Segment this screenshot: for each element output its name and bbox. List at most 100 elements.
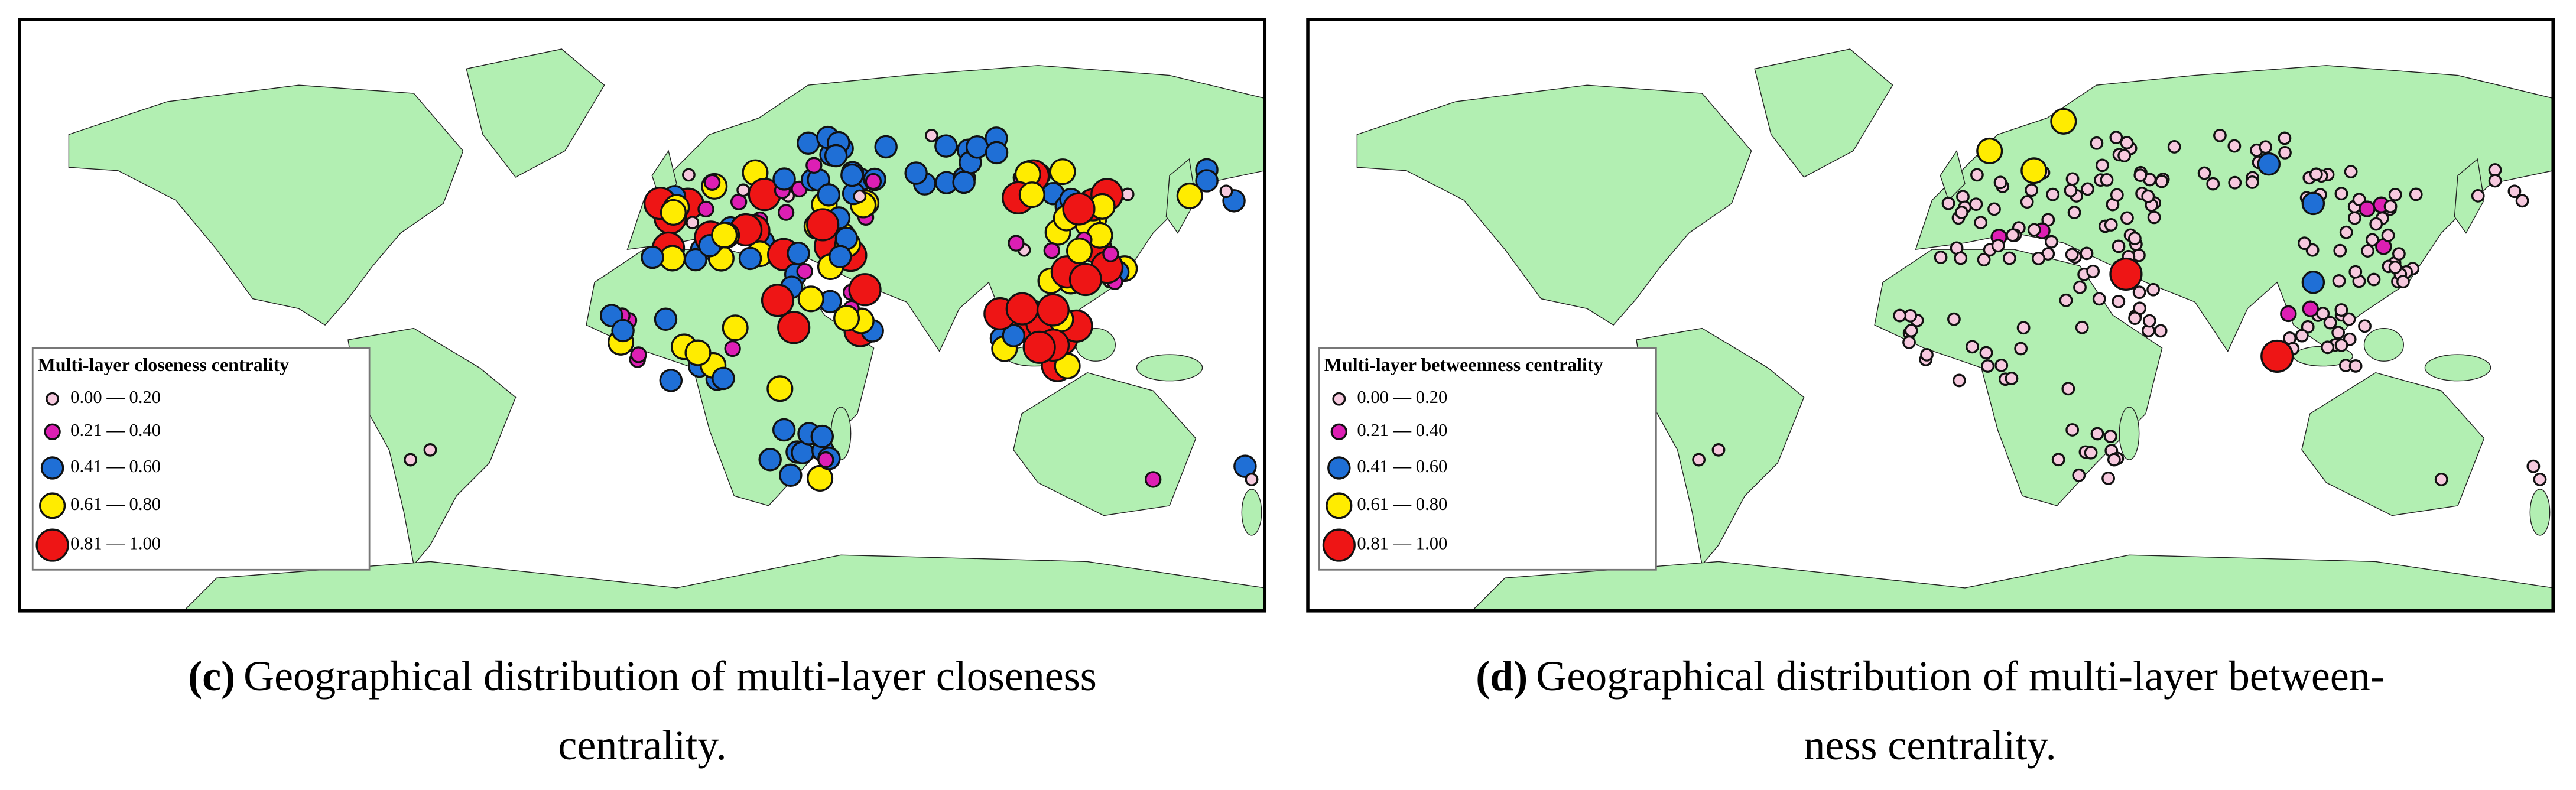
city-dot	[2302, 300, 2319, 317]
city-dot	[2388, 187, 2402, 201]
city-dot	[2471, 188, 2485, 203]
legend-label: 0.41 — 0.60	[70, 456, 161, 476]
city-dot	[758, 448, 782, 472]
city-dot	[2383, 199, 2398, 213]
city-dot	[2101, 472, 2115, 485]
city-dot	[2365, 233, 2379, 247]
city-dot	[712, 366, 735, 391]
legend-label: 0.41 — 0.60	[1357, 456, 1447, 476]
city-dot	[772, 167, 796, 191]
legend-label: 0.00 — 0.20	[70, 387, 161, 407]
city-dot	[2228, 175, 2242, 190]
city-dot	[2507, 184, 2522, 199]
city-dot	[630, 346, 647, 363]
city-dot	[2295, 329, 2309, 343]
city-dot	[787, 242, 810, 265]
city-dot	[2332, 274, 2346, 288]
legend: Multi-layer betweenness centrality 0.00 —…	[1318, 347, 1657, 571]
city-dot	[840, 163, 864, 187]
city-dot	[697, 200, 714, 218]
city-dot	[2278, 131, 2292, 145]
legend-label: 0.81 — 1.00	[1357, 534, 1447, 554]
city-dot	[2081, 182, 2094, 196]
city-dot	[2260, 339, 2294, 373]
city-dot	[1022, 330, 1056, 364]
city-dot	[865, 173, 882, 190]
city-dot	[722, 314, 749, 342]
city-dot	[2146, 282, 2160, 297]
city-dot	[779, 463, 803, 487]
city-dot	[797, 285, 824, 313]
city-dot	[2339, 225, 2353, 239]
city-dot	[848, 273, 882, 307]
city-dot	[2067, 206, 2081, 219]
city-dot	[660, 199, 687, 226]
city-dot	[2347, 211, 2361, 225]
legend-label: 0.81 — 1.00	[70, 534, 161, 554]
city-dot	[2348, 359, 2363, 373]
city-dot	[2050, 108, 2077, 135]
city-dot	[2323, 316, 2337, 330]
city-dot	[684, 339, 712, 366]
city-dot	[736, 183, 751, 197]
city-dot	[2245, 175, 2259, 189]
city-dot	[2280, 305, 2297, 323]
city-dot	[2120, 211, 2134, 225]
city-dot	[2005, 372, 2019, 385]
legend-label: 0.21 — 0.40	[70, 420, 161, 440]
city-dot	[2526, 459, 2541, 473]
city-dot	[1977, 253, 1991, 266]
city-dot	[2309, 167, 2323, 181]
city-dot	[2107, 453, 2121, 467]
caption-label: (c)	[188, 652, 235, 700]
city-dot	[853, 189, 867, 203]
city-dot	[1904, 324, 1918, 337]
city-dot	[766, 375, 794, 402]
city-dot	[2298, 236, 2311, 251]
city-dot	[2342, 312, 2356, 326]
city-dot	[2396, 275, 2410, 289]
city-dot	[2065, 423, 2080, 437]
city-dot	[2109, 131, 2123, 145]
city-dot	[1966, 340, 1979, 354]
caption-text: Geographical distribution of multi-layer…	[1536, 652, 2385, 700]
city-dot	[2213, 128, 2227, 142]
city-dot	[761, 284, 795, 317]
city-dot	[904, 161, 928, 185]
city-dot	[1062, 192, 1096, 226]
city-dot	[1902, 335, 1916, 349]
city-dot	[807, 464, 834, 492]
city-dot	[1987, 202, 2001, 216]
city-dot	[2381, 228, 2395, 242]
city-dot	[2153, 324, 2168, 338]
city-dot	[2027, 223, 2041, 237]
city-dot	[2128, 311, 2142, 325]
city-dot	[1970, 168, 1984, 182]
city-dot	[2321, 340, 2335, 355]
city-dot	[2072, 468, 2086, 482]
legend-marker	[35, 528, 69, 562]
city-dot	[2259, 140, 2273, 154]
panel-border	[18, 18, 1267, 613]
city-dot	[1245, 473, 1259, 486]
city-dot	[1008, 235, 1025, 252]
city-dot	[777, 311, 811, 344]
city-dot	[2100, 173, 2114, 187]
city-dot	[2334, 338, 2348, 352]
city-dot	[2488, 174, 2502, 188]
city-dot	[2515, 194, 2529, 208]
city-dot	[2488, 163, 2502, 177]
city-dot	[2117, 149, 2132, 162]
city-dot	[2206, 177, 2220, 191]
city-dot	[1102, 245, 1119, 262]
city-dot	[2064, 184, 2078, 197]
city-dot	[2334, 187, 2348, 201]
legend-marker	[44, 423, 61, 440]
city-dot	[2112, 294, 2126, 308]
caption: ness centrality.	[1804, 721, 2056, 769]
city-dot	[641, 245, 664, 269]
city-dot	[1219, 184, 1233, 199]
city-dot	[2141, 189, 2155, 203]
city-dot	[1005, 292, 1039, 326]
map-panel: Multi-layer betweenness centrality 0.00 —…	[1306, 18, 2555, 613]
